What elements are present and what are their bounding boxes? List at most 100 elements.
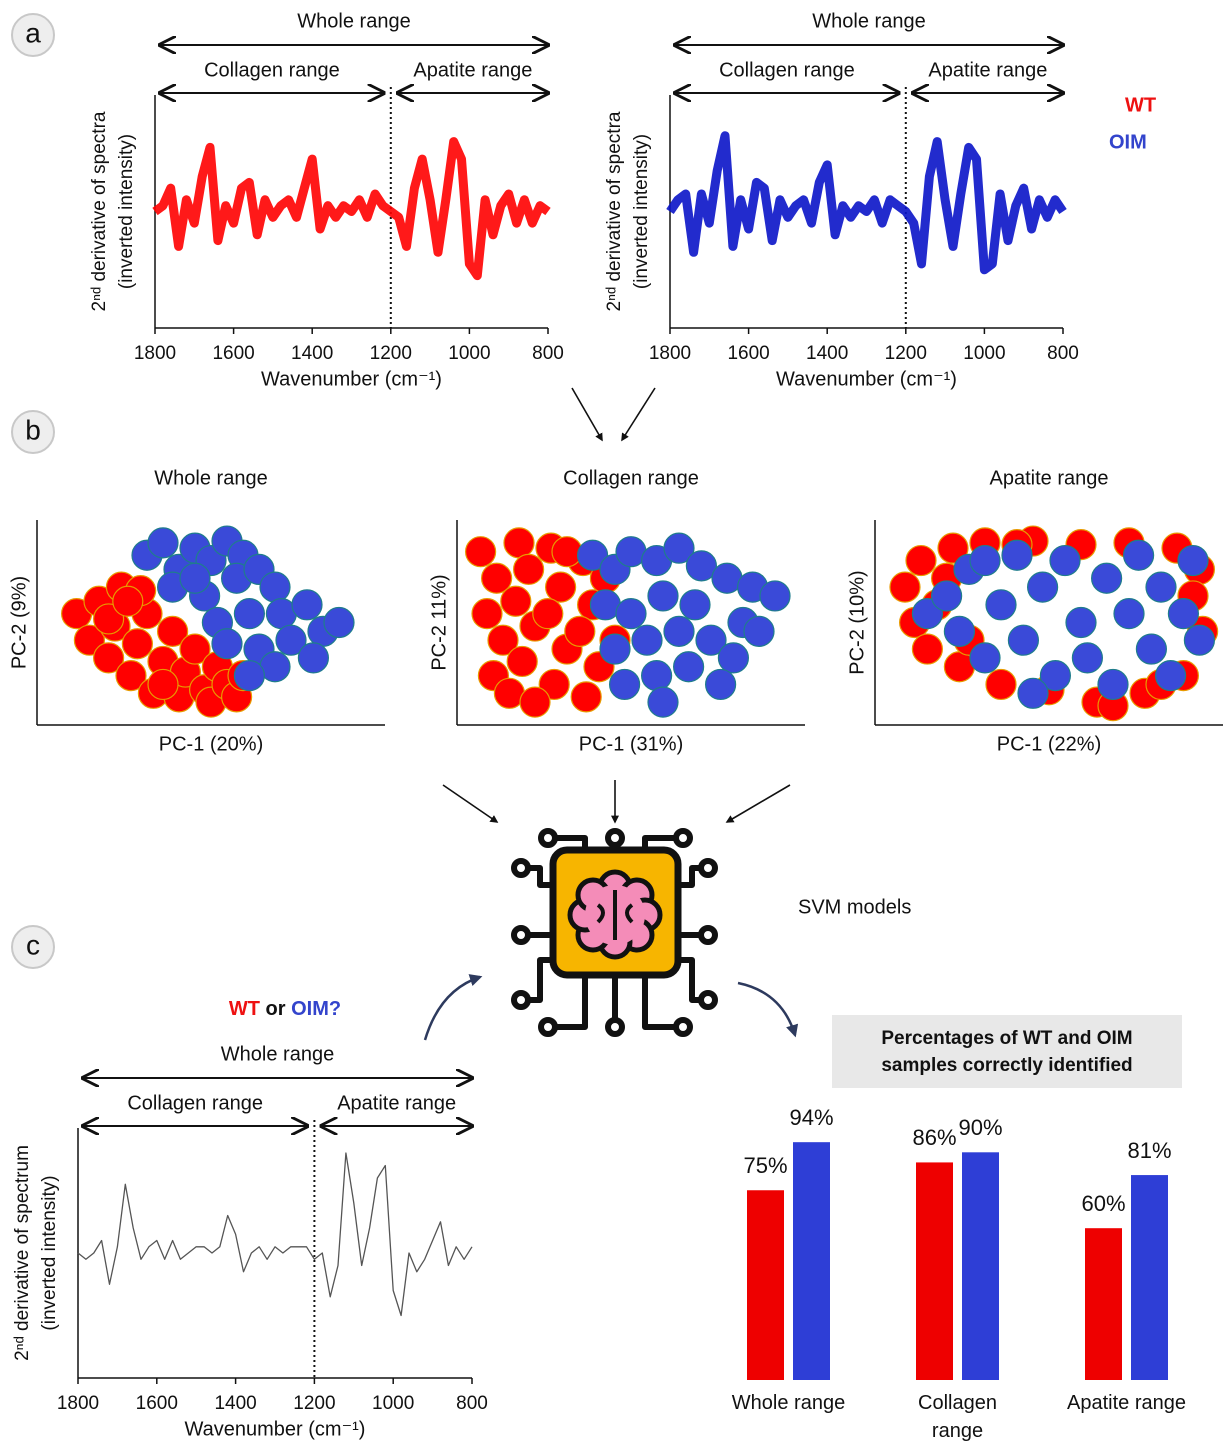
point bbox=[647, 686, 679, 718]
point bbox=[157, 615, 189, 647]
legend-label: WT bbox=[1125, 94, 1156, 116]
x-tick-label: 1000 bbox=[963, 343, 1005, 364]
x-tick-label: 800 bbox=[1047, 343, 1079, 364]
bar bbox=[916, 1162, 953, 1380]
point bbox=[1135, 633, 1168, 665]
point bbox=[291, 589, 323, 621]
point bbox=[943, 615, 976, 647]
point bbox=[889, 571, 921, 603]
badge bbox=[11, 925, 55, 969]
chart-title: Percentages of WT and OIM samples correc… bbox=[832, 1015, 1182, 1088]
x-tick-label: 1200 bbox=[885, 343, 927, 364]
x-tick-label: Apatite range bbox=[1067, 1392, 1186, 1414]
point bbox=[1001, 539, 1033, 571]
x-tick-label: 1600 bbox=[136, 1393, 178, 1414]
point bbox=[564, 615, 596, 647]
point bbox=[147, 527, 179, 559]
spectrum-line bbox=[666, 131, 1067, 275]
range-label: Whole range bbox=[221, 1043, 334, 1065]
point bbox=[1167, 598, 1200, 630]
point bbox=[1154, 659, 1187, 692]
x-tick-label: 1400 bbox=[806, 343, 848, 364]
point bbox=[519, 686, 551, 718]
point bbox=[544, 571, 577, 603]
bar bbox=[962, 1152, 999, 1380]
x-tick-label: 1800 bbox=[134, 343, 176, 364]
point bbox=[1039, 659, 1072, 692]
point bbox=[487, 624, 519, 656]
bar bbox=[793, 1142, 830, 1380]
point bbox=[985, 668, 1017, 701]
panel-label: c bbox=[26, 929, 40, 960]
point bbox=[937, 532, 969, 564]
point bbox=[1097, 668, 1129, 701]
x-tick-label: Whole range bbox=[731, 1392, 846, 1414]
y-axis-label: (inverted intensity) bbox=[116, 134, 137, 289]
flow-arrow bbox=[621, 387, 656, 442]
x-axis-label: PC-1 (31%) bbox=[579, 733, 683, 755]
range-label: Apatite range bbox=[337, 1092, 456, 1114]
point bbox=[1090, 562, 1123, 594]
x-tick-label: 1000 bbox=[372, 1393, 414, 1414]
y-axis-label: PC-2 (9%) bbox=[8, 576, 30, 669]
point bbox=[759, 580, 791, 612]
query: WT or OIM? bbox=[229, 998, 341, 1020]
point bbox=[905, 544, 937, 577]
badge bbox=[11, 410, 55, 454]
x-tick-label: 1000 bbox=[448, 343, 490, 364]
query-part: WT bbox=[229, 998, 260, 1020]
x-tick-label: 800 bbox=[532, 343, 564, 364]
y-axis-label: 2ⁿᵈ derivative of spectra bbox=[89, 111, 110, 311]
range-label: Collagen range bbox=[204, 59, 340, 81]
point bbox=[1113, 598, 1145, 630]
point bbox=[179, 562, 211, 594]
point bbox=[647, 580, 679, 612]
point bbox=[471, 598, 503, 630]
bar bbox=[1131, 1175, 1168, 1380]
point bbox=[481, 562, 513, 594]
x-tick-label: 1600 bbox=[727, 343, 769, 364]
point bbox=[969, 544, 1001, 577]
point bbox=[147, 668, 179, 701]
flow-arrow bbox=[423, 974, 483, 1041]
value-label: 94% bbox=[789, 1105, 833, 1130]
y-axis-label: 2ⁿᵈ derivative of spectrum bbox=[12, 1145, 33, 1361]
point bbox=[259, 571, 291, 603]
spectrum-line bbox=[152, 137, 551, 281]
point bbox=[930, 580, 963, 612]
point bbox=[465, 536, 497, 568]
flow-arrow bbox=[725, 784, 791, 823]
point bbox=[1007, 624, 1040, 656]
flow-arrow bbox=[442, 784, 499, 823]
point bbox=[1071, 642, 1104, 674]
point bbox=[640, 659, 673, 692]
flow-arrow bbox=[571, 387, 603, 442]
point bbox=[695, 624, 727, 656]
point bbox=[743, 615, 775, 647]
x-tick-label: 1800 bbox=[649, 343, 691, 364]
panel-badges: a b c bbox=[11, 13, 55, 969]
chip-icon bbox=[511, 828, 718, 1037]
y-axis-label: PC-2 11%) bbox=[428, 574, 450, 670]
flow-arrow bbox=[737, 981, 799, 1038]
point bbox=[179, 633, 211, 665]
point bbox=[599, 633, 631, 665]
point bbox=[275, 624, 307, 656]
point bbox=[672, 651, 705, 683]
point bbox=[1183, 624, 1216, 656]
point bbox=[1122, 539, 1155, 571]
chart-title: Collagen range bbox=[563, 467, 699, 489]
point bbox=[323, 606, 355, 639]
point bbox=[911, 633, 944, 665]
point bbox=[233, 598, 265, 630]
point bbox=[115, 659, 147, 692]
point bbox=[1177, 544, 1209, 577]
point bbox=[121, 628, 153, 660]
value-label: 75% bbox=[743, 1153, 787, 1178]
point bbox=[1065, 606, 1097, 639]
query-part: OIM? bbox=[291, 998, 341, 1020]
point bbox=[608, 668, 641, 701]
point bbox=[500, 585, 532, 617]
